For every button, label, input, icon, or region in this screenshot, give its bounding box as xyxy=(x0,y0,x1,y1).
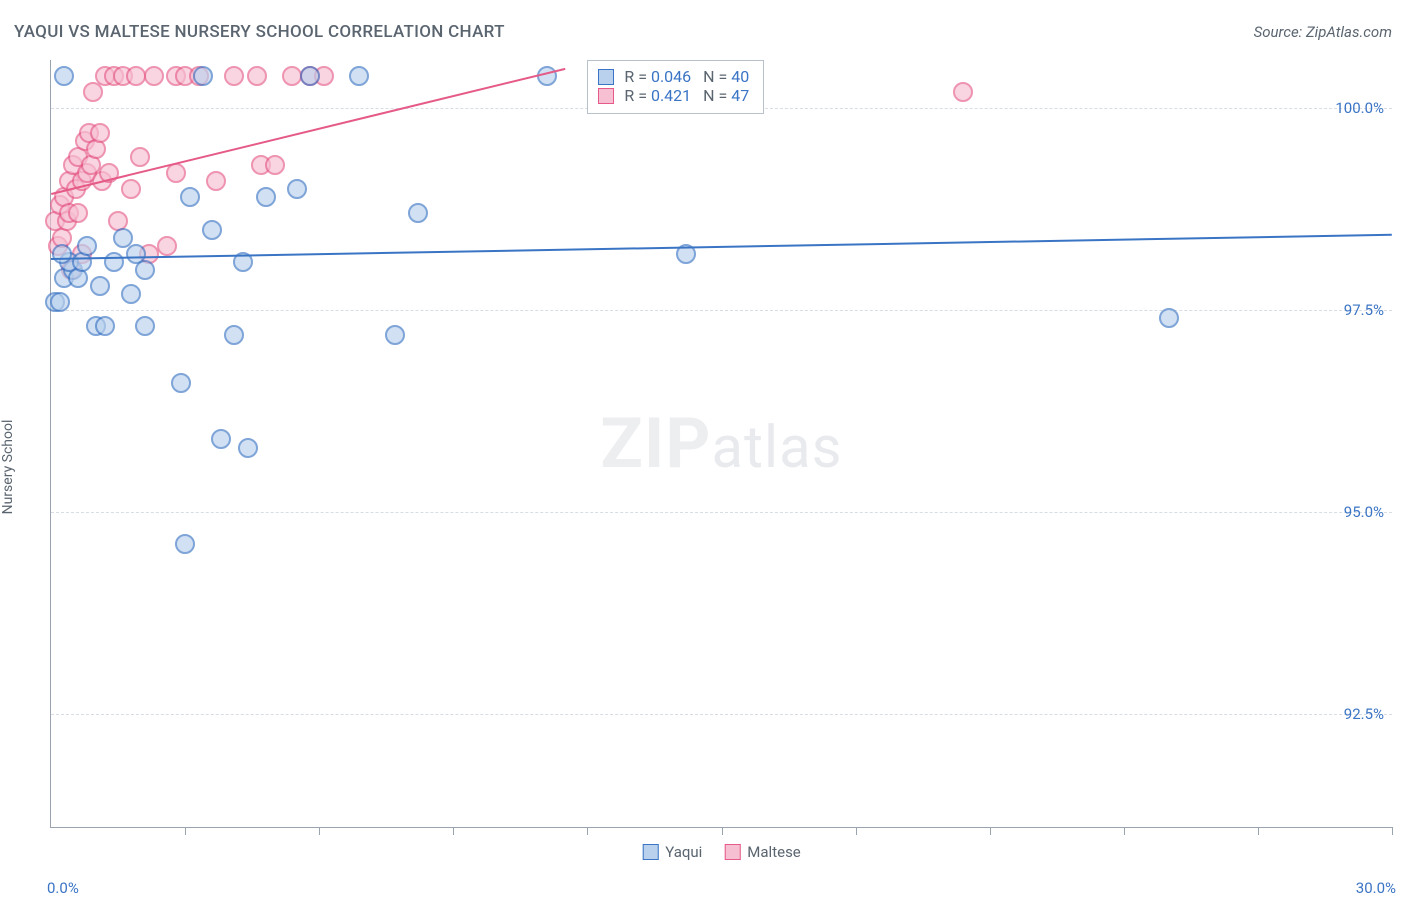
watermark-atlas: atlas xyxy=(711,414,842,482)
yaqui-r-value: 0.046 xyxy=(651,67,691,86)
x-tick xyxy=(319,827,320,835)
gridline xyxy=(51,310,1392,311)
yaqui-point xyxy=(175,534,195,554)
yaqui-point xyxy=(537,66,557,86)
x-min-label: 0.0% xyxy=(47,879,79,897)
yaqui-point xyxy=(171,373,191,393)
yaqui-point xyxy=(90,276,110,296)
yaqui-point xyxy=(224,325,244,345)
watermark-zip: ZIP xyxy=(600,403,711,485)
yaqui-point xyxy=(1159,308,1179,328)
legend-item-yaqui: Yaqui xyxy=(642,843,702,861)
yaqui-point xyxy=(135,260,155,280)
x-tick xyxy=(722,827,723,835)
x-tick xyxy=(1392,827,1393,835)
y-tick-label: 100.0% xyxy=(1335,99,1384,117)
x-tick xyxy=(453,827,454,835)
yaqui-point xyxy=(385,325,405,345)
y-tick-label: 92.5% xyxy=(1344,705,1384,723)
plot-area: ZIPatlas 92.5%95.0%97.5%100.0%0.0%30.0%Y… xyxy=(50,60,1392,828)
maltese-swatch xyxy=(724,844,740,860)
chart-container: Nursery School ZIPatlas 92.5%95.0%97.5%1… xyxy=(14,60,1392,874)
x-tick xyxy=(990,827,991,835)
maltese-n-value: 47 xyxy=(731,86,749,105)
yaqui-trendline xyxy=(51,234,1392,260)
x-tick xyxy=(185,827,186,835)
yaqui-point xyxy=(121,284,141,304)
yaqui-point xyxy=(54,66,74,86)
yaqui-point xyxy=(349,66,369,86)
yaqui-point xyxy=(77,236,97,256)
maltese-r-value: 0.421 xyxy=(651,86,691,105)
chart-title: YAQUI VS MALTESE NURSERY SCHOOL CORRELAT… xyxy=(14,22,505,42)
yaqui-point xyxy=(408,203,428,223)
gridline xyxy=(51,714,1392,715)
x-tick xyxy=(1124,827,1125,835)
maltese-point xyxy=(68,203,88,223)
stats-row-yaqui: R = 0.046 N = 40 xyxy=(598,67,749,86)
x-tick xyxy=(856,827,857,835)
maltese-point xyxy=(265,155,285,175)
yaqui-swatch xyxy=(642,844,658,860)
maltese-swatch xyxy=(598,88,614,104)
yaqui-point xyxy=(193,66,213,86)
yaqui-point xyxy=(95,316,115,336)
legend: Yaqui Maltese xyxy=(642,843,801,861)
maltese-point xyxy=(130,147,150,167)
yaqui-point xyxy=(180,187,200,207)
maltese-point xyxy=(144,66,164,86)
gridline xyxy=(51,512,1392,513)
maltese-point xyxy=(90,123,110,143)
yaqui-point xyxy=(238,438,258,458)
yaqui-point xyxy=(52,244,72,264)
yaqui-point xyxy=(202,220,222,240)
yaqui-point xyxy=(135,316,155,336)
maltese-point xyxy=(224,66,244,86)
x-max-label: 30.0% xyxy=(1356,879,1396,897)
yaqui-point xyxy=(211,429,231,449)
maltese-point xyxy=(121,179,141,199)
maltese-point xyxy=(157,236,177,256)
stats-row-maltese: R = 0.421 N = 47 xyxy=(598,86,749,105)
x-tick xyxy=(1258,827,1259,835)
maltese-point xyxy=(247,66,267,86)
stats-box: R = 0.046 N = 40R = 0.421 N = 47 xyxy=(587,60,764,114)
yaqui-point xyxy=(287,179,307,199)
maltese-trendline xyxy=(51,68,566,195)
x-tick xyxy=(587,827,588,835)
maltese-point xyxy=(206,171,226,191)
y-tick-label: 95.0% xyxy=(1344,503,1384,521)
legend-item-maltese: Maltese xyxy=(724,843,800,861)
watermark: ZIPatlas xyxy=(600,403,842,485)
maltese-point xyxy=(953,82,973,102)
yaqui-point xyxy=(104,252,124,272)
yaqui-point xyxy=(256,187,276,207)
yaqui-n-value: 40 xyxy=(731,67,749,86)
yaqui-swatch xyxy=(598,69,614,85)
y-tick-label: 97.5% xyxy=(1344,301,1384,319)
yaqui-point xyxy=(300,66,320,86)
y-axis-label: Nursery School xyxy=(0,420,16,515)
yaqui-point xyxy=(50,292,70,312)
source-label: Source: ZipAtlas.com xyxy=(1254,23,1392,41)
